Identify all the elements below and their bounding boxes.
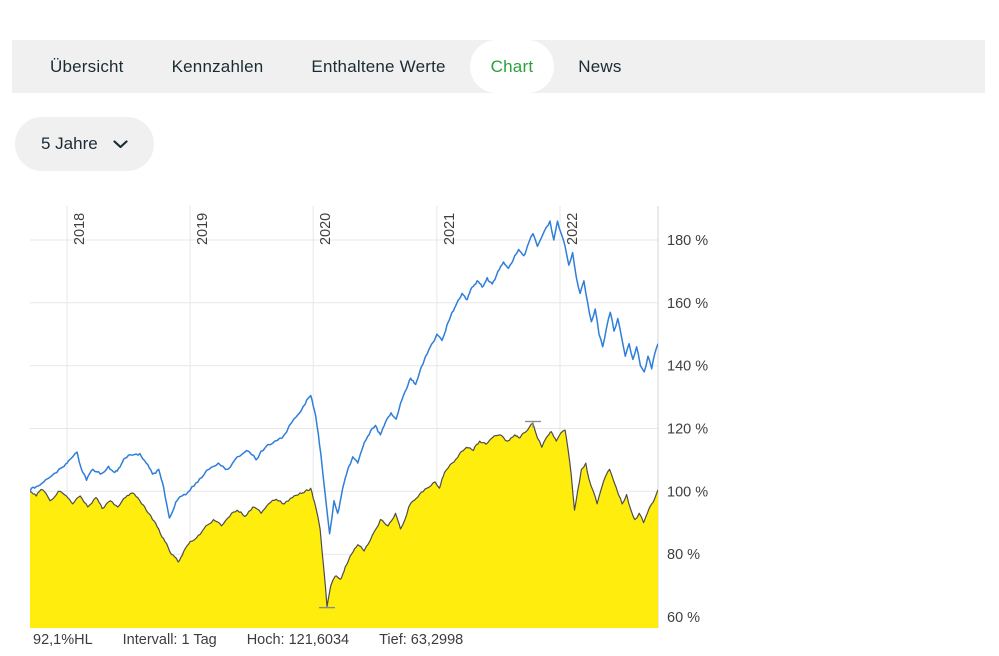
svg-text:80 %: 80 % [667,547,700,563]
tab-kennzahlen[interactable]: Kennzahlen [171,56,264,76]
performance-chart-canvas[interactable]: 2018 2019 2020 2021 2022 180 % 160 % 140 % 120 %… [30,200,720,636]
range-label: 92,1%HL [33,632,93,648]
svg-text:180 %: 180 % [667,233,708,249]
svg-text:100 %: 100 % [667,484,708,500]
period-selector-label: 5 Jahre [41,134,98,153]
svg-text:2020: 2020 [318,213,334,245]
tab-enthaltene-werte[interactable]: Enthaltene Werte [311,56,446,76]
tab-bar: Übersicht Kennzahlen Enthaltene Werte Ch… [12,40,985,93]
svg-text:2022: 2022 [565,213,581,245]
svg-text:140 %: 140 % [667,359,708,375]
chart-status-bar: 92,1%HL Intervall: 1 Tag Hoch: 121,6034 … [33,632,493,648]
svg-text:120 %: 120 % [667,422,708,438]
svg-text:2021: 2021 [442,213,458,245]
svg-text:2018: 2018 [72,213,88,245]
interval-label: Intervall: 1 Tag [122,632,217,648]
svg-text:160 %: 160 % [667,296,708,312]
low-label: Tief: 63,2998 [379,632,464,648]
tab-news[interactable]: News [578,56,622,76]
svg-text:2019: 2019 [195,213,211,245]
chevron-down-icon [113,139,128,149]
tab-chart[interactable]: Chart [469,40,555,93]
tab-uebersicht[interactable]: Übersicht [50,56,124,76]
svg-text:60 %: 60 % [667,610,700,626]
period-selector-dropdown[interactable]: 5 Jahre [15,117,154,171]
high-label: Hoch: 121,6034 [246,632,350,648]
